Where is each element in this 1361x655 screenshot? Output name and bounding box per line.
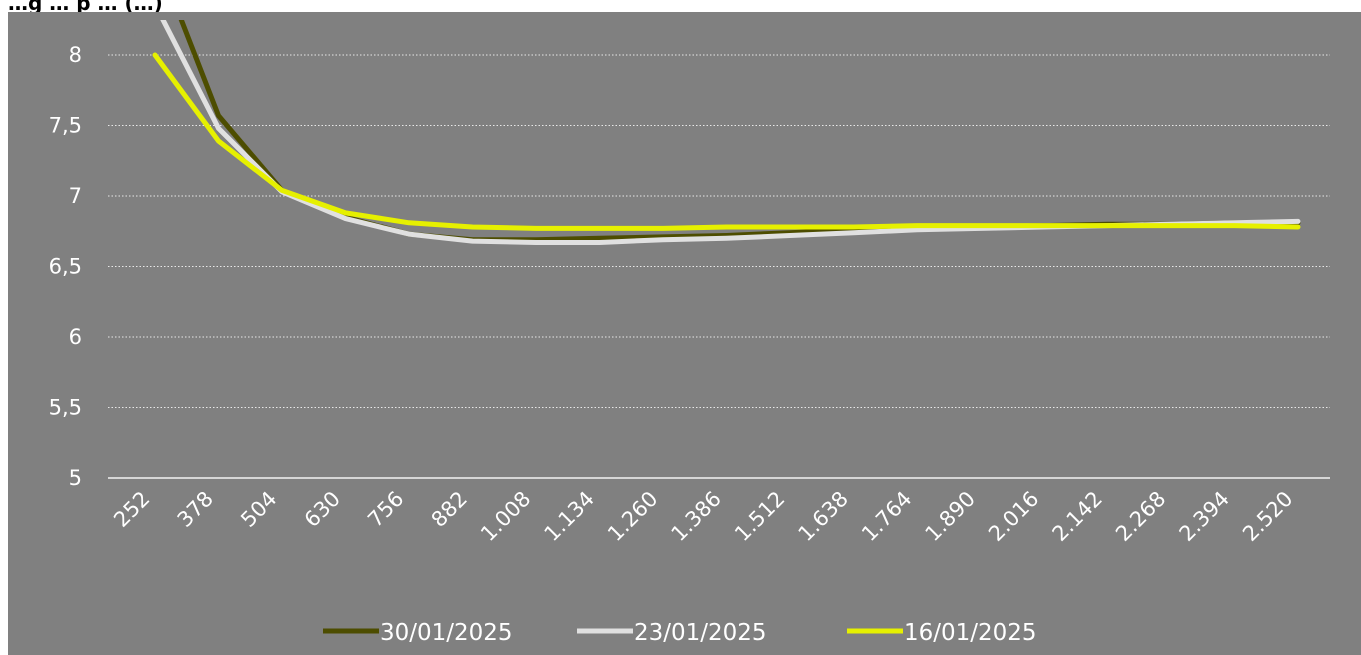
x-tick-label: 2.016 bbox=[984, 487, 1043, 546]
x-tick-label: 2.394 bbox=[1175, 487, 1234, 546]
chart-panel bbox=[8, 12, 1361, 655]
legend-label: 16/01/2025 bbox=[904, 620, 1037, 646]
y-tick-label: 8 bbox=[69, 43, 82, 67]
x-axis-ticks: 252 378 504 630 756 882 1.008 1.134 1.260 1.386 1.… bbox=[109, 487, 1297, 546]
x-tick-label: 756 bbox=[363, 487, 408, 532]
x-tick-label: 1.386 bbox=[667, 487, 726, 546]
x-tick-label: 1.260 bbox=[603, 487, 662, 546]
y-axis-ticks: 8 7,5 7 6,5 6 5,5 5 bbox=[49, 43, 82, 490]
legend: 30/01/2025 23/01/2025 16/01/2025 bbox=[323, 620, 1037, 646]
series-line-3 bbox=[152, 52, 1301, 231]
x-tick-label: 882 bbox=[427, 487, 472, 532]
x-tick-label: 2.268 bbox=[1111, 487, 1170, 546]
legend-label: 30/01/2025 bbox=[380, 620, 513, 646]
y-tick-label: 6,5 bbox=[49, 255, 82, 279]
y-tick-label: 6 bbox=[69, 325, 82, 349]
x-tick-label: 1.764 bbox=[857, 487, 916, 546]
x-tick-label: 2.142 bbox=[1048, 487, 1107, 546]
y-tick-label: 7,5 bbox=[49, 114, 82, 138]
gridlines bbox=[108, 54, 1330, 479]
legend-label: 23/01/2025 bbox=[634, 620, 767, 646]
x-tick-label: 2.520 bbox=[1238, 487, 1297, 546]
x-tick-label: 630 bbox=[300, 487, 345, 532]
x-tick-label: 252 bbox=[109, 487, 154, 532]
x-tick-label: 378 bbox=[173, 487, 218, 532]
y-tick-label: 7 bbox=[69, 184, 82, 208]
y-tick-label: 5,5 bbox=[49, 396, 82, 420]
chart-title: …g … p … (…) bbox=[8, 0, 163, 15]
x-tick-label: 1.638 bbox=[794, 487, 853, 546]
series-lines bbox=[152, 20, 1301, 245]
x-tick-label: 1.134 bbox=[540, 487, 599, 546]
x-tick-label: 1.890 bbox=[921, 487, 980, 546]
x-tick-label: 1.512 bbox=[730, 487, 789, 546]
y-tick-label: 5 bbox=[69, 466, 82, 490]
x-tick-label: 1.008 bbox=[476, 487, 535, 546]
x-tick-label: 504 bbox=[236, 487, 281, 532]
